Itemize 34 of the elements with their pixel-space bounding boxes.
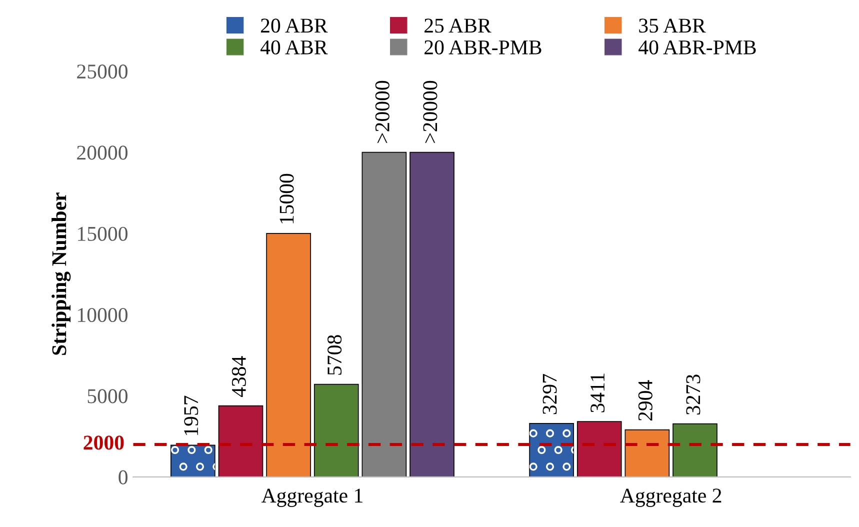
legend-label: 40 ABR-PMB	[638, 40, 756, 54]
bar	[314, 384, 359, 477]
legend-label: 35 ABR	[639, 18, 706, 33]
bar	[410, 152, 454, 477]
ref-line-label: 2000	[84, 436, 124, 450]
bar	[266, 233, 311, 477]
data-label: >20000	[375, 80, 390, 143]
data-label: 3297	[542, 374, 557, 414]
data-label: 4384	[232, 356, 246, 398]
data-label: 3273	[686, 374, 700, 414]
bar	[672, 423, 718, 477]
legend-label: 20 ABR-PMB	[424, 40, 542, 54]
bar	[576, 421, 622, 477]
x-tick-label: Aggregate 1	[261, 488, 362, 507]
y-tick-label: 25000	[77, 64, 128, 79]
y-tick-label: 10000	[78, 308, 128, 322]
y-tick-label: 5000	[88, 389, 128, 404]
legend-label: 25 ABR	[424, 18, 492, 33]
y-axis-title: Stripping Number	[52, 192, 71, 355]
legend-label: 20 ABR	[260, 18, 328, 33]
y-tick-label: 20000	[77, 146, 128, 160]
bar	[218, 405, 264, 477]
bar	[624, 429, 670, 477]
data-label: 5708	[328, 335, 342, 375]
data-label: 15000	[280, 174, 294, 224]
data-label: >20000	[423, 80, 438, 143]
bar	[362, 152, 407, 477]
data-label: 3411	[590, 374, 605, 412]
y-tick-label: 0	[118, 470, 128, 484]
data-label: 1957	[184, 396, 198, 436]
legend-label: 40 ABR	[260, 40, 328, 54]
data-label: 2904	[638, 380, 652, 421]
x-tick-label: Aggregate 2	[620, 488, 722, 507]
y-tick-label: 15000	[78, 226, 128, 241]
